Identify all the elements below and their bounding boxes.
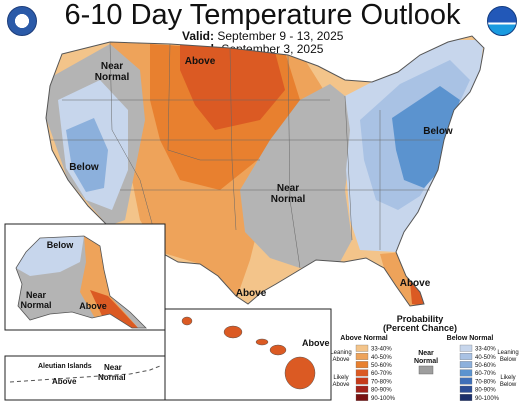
legend-leaning-above-1: Leaning bbox=[330, 350, 351, 356]
label-near-normal-central-2: Normal bbox=[271, 194, 306, 205]
legend-above-range: 40-50% bbox=[371, 355, 392, 361]
legend-near-header-1: Near bbox=[418, 350, 434, 357]
doc-seal-icon bbox=[7, 6, 37, 36]
valid-label: Valid: bbox=[182, 29, 215, 43]
legend-leaning-above-2: Above bbox=[332, 357, 350, 363]
legend-above-swatch bbox=[355, 377, 369, 385]
legend-above-swatch bbox=[355, 344, 369, 352]
legend-leaning-below-1: Leaning bbox=[497, 350, 518, 356]
legend-below-swatch bbox=[459, 353, 473, 360]
legend-above-range: 60-70% bbox=[371, 371, 392, 377]
legend-above-range: 90-100% bbox=[371, 396, 396, 402]
legend-below-range: 80-90% bbox=[475, 388, 496, 394]
label-aleutian-near-2: Normal bbox=[98, 373, 126, 382]
legend-likely-above-1: Likely bbox=[333, 375, 348, 381]
page-title: 6-10 Day Temperature Outlook bbox=[64, 0, 461, 31]
legend-near-swatch bbox=[418, 365, 434, 375]
label-near-normal-nw-1: Near bbox=[101, 61, 123, 72]
legend-below-swatch bbox=[459, 369, 473, 377]
state-lines bbox=[50, 41, 440, 269]
aleutian-inset-frame bbox=[4, 355, 166, 401]
valid-line: Valid: September 9 - 13, 2025 bbox=[182, 29, 343, 43]
legend-above-swatch bbox=[355, 385, 369, 393]
legend-likely-below-2: Below bbox=[500, 382, 517, 388]
near-normal-central-region bbox=[240, 84, 352, 268]
legend-below-range: 90-100% bbox=[475, 396, 500, 402]
label-ak-near-2: Normal bbox=[20, 300, 51, 310]
label-above-north: Above bbox=[185, 56, 216, 67]
legend-rows: 33-40% 33-40% 40-50% 40-50% 50-60% 50-60% 60-7… bbox=[355, 344, 500, 402]
legend-title-1: Probability bbox=[397, 314, 444, 324]
legend-above-swatch bbox=[355, 369, 369, 377]
legend-above-range: 33-40% bbox=[371, 347, 392, 353]
legend-below-range: 70-80% bbox=[475, 379, 496, 385]
above-60-70-region bbox=[180, 44, 285, 130]
legend-title-2: (Percent Chance) bbox=[383, 323, 457, 333]
above-florida-high-region bbox=[410, 282, 424, 306]
label-above-florida: Above bbox=[400, 278, 431, 289]
below-60-70-east-region bbox=[392, 86, 460, 188]
legend-above-swatch bbox=[355, 353, 369, 360]
label-near-normal-nw-2: Normal bbox=[95, 72, 130, 83]
legend: Probability (Percent Chance) Above Norma… bbox=[330, 314, 518, 402]
label-ak-near-1: Near bbox=[26, 290, 47, 300]
legend-leaning-below-2: Below bbox=[500, 357, 517, 363]
legend-likely-above-2: Above bbox=[332, 382, 350, 388]
label-ak-below: Below bbox=[47, 240, 75, 250]
label-near-normal-central-1: Near bbox=[277, 183, 299, 194]
label-aleutian-above: Above bbox=[52, 377, 77, 386]
legend-above-range: 80-90% bbox=[371, 388, 392, 394]
legend-likely-below-1: Likely bbox=[500, 375, 515, 381]
legend-above-range: 50-60% bbox=[371, 363, 392, 369]
label-aleutian-near-1: Near bbox=[104, 363, 122, 372]
legend-below-range: 50-60% bbox=[475, 363, 496, 369]
legend-below-swatch bbox=[459, 361, 473, 369]
below-50-60-west-region bbox=[66, 118, 108, 192]
hawaii-islands bbox=[181, 316, 316, 390]
legend-below-swatch bbox=[459, 344, 473, 352]
legend-near-header-2: Normal bbox=[414, 358, 438, 365]
aleutian-chain bbox=[9, 365, 161, 383]
label-below-east: Below bbox=[423, 126, 453, 137]
legend-below-range: 60-70% bbox=[475, 371, 496, 377]
noaa-logo-icon bbox=[487, 6, 517, 36]
label-ak-above: Above bbox=[79, 301, 107, 311]
label-aleutian-islands: Aleutian Islands bbox=[38, 363, 92, 370]
legend-above-header: Above Normal bbox=[340, 335, 388, 342]
legend-above-swatch bbox=[355, 394, 369, 401]
valid-value: September 9 - 13, 2025 bbox=[217, 29, 344, 43]
label-hi-above: Above bbox=[302, 338, 330, 348]
legend-below-range: 40-50% bbox=[475, 355, 496, 361]
label-above-texas: Above bbox=[236, 288, 267, 299]
legend-below-swatch bbox=[459, 394, 473, 401]
legend-below-swatch bbox=[459, 377, 473, 385]
legend-below-swatch bbox=[459, 385, 473, 393]
legend-below-range: 33-40% bbox=[475, 347, 496, 353]
label-below-west: Below bbox=[69, 162, 99, 173]
legend-above-swatch bbox=[355, 361, 369, 369]
alaska-outline bbox=[15, 235, 147, 329]
legend-below-header: Below Normal bbox=[447, 335, 494, 342]
legend-above-range: 70-80% bbox=[371, 379, 392, 385]
